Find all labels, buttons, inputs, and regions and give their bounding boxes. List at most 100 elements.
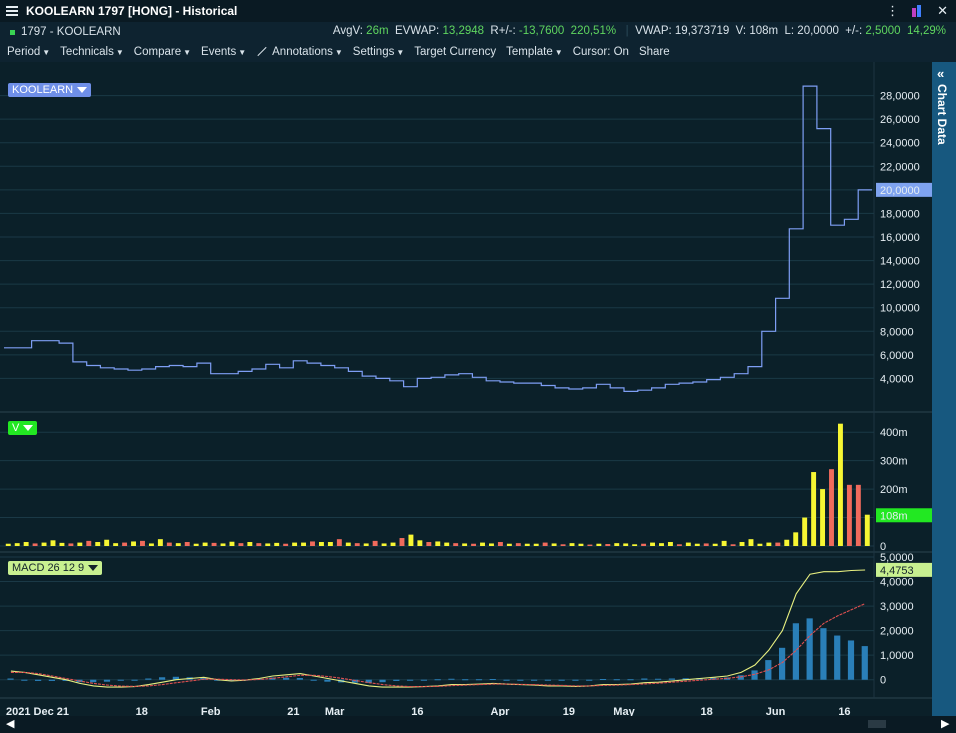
scroll-right-icon[interactable]: ▶ bbox=[941, 718, 950, 730]
more-icon[interactable]: ⋮ bbox=[886, 3, 900, 18]
last-volume-tag bbox=[876, 508, 932, 523]
macd-histogram-bar bbox=[682, 678, 689, 680]
macd-histogram-bar bbox=[531, 679, 538, 681]
pin-icon[interactable] bbox=[911, 4, 925, 18]
volume-bar bbox=[641, 543, 647, 546]
y-tick-label: 300m bbox=[880, 456, 908, 468]
volume-bar bbox=[202, 542, 208, 546]
volume-bar bbox=[390, 542, 396, 546]
last-label: L: bbox=[784, 25, 795, 37]
menu-technicals[interactable]: Technicals ▼ bbox=[60, 46, 124, 58]
volume-bar bbox=[802, 517, 808, 546]
volume-bar bbox=[569, 543, 575, 546]
volume-bar bbox=[381, 543, 387, 546]
y-tick-label: 0 bbox=[880, 675, 886, 687]
volume-bar bbox=[426, 542, 432, 546]
macd-histogram-bar bbox=[48, 679, 55, 681]
signal-line bbox=[10, 603, 866, 688]
macd-histogram-bar bbox=[737, 675, 744, 680]
menu-events[interactable]: Events ▼ bbox=[201, 46, 247, 58]
menu-settings[interactable]: Settings ▼ bbox=[352, 46, 405, 58]
menu-share[interactable]: Share bbox=[638, 46, 670, 58]
menu-annotations[interactable]: Annotations ▼ bbox=[256, 46, 343, 58]
volume-bar bbox=[524, 543, 530, 546]
volume-bar bbox=[113, 543, 119, 546]
volume-bar bbox=[632, 544, 638, 546]
menu-compare[interactable]: Compare ▼ bbox=[133, 46, 192, 58]
volume-legend-label: V bbox=[12, 422, 20, 434]
y-tick-label: 200m bbox=[880, 484, 908, 496]
quote-bar: 1797 - KOOLEARN AvgV: 26m EVWAP: 13,2948… bbox=[0, 22, 956, 42]
volume-bar bbox=[229, 541, 235, 546]
volume-bar bbox=[5, 543, 11, 546]
volume-bar bbox=[587, 544, 593, 546]
volume-bar bbox=[148, 543, 154, 546]
volume-bar bbox=[220, 543, 226, 546]
hamburger-icon[interactable] bbox=[6, 6, 20, 16]
x-axis-label: 16 bbox=[838, 706, 850, 716]
chart-area[interactable]: 4,0000 6,0000 8,0000 10,0000 12,0000 14,0000 1… bbox=[0, 62, 932, 718]
macd-histogram-bar bbox=[751, 670, 758, 680]
scroll-thumb[interactable] bbox=[868, 720, 886, 728]
scroll-left-icon[interactable]: ◀ bbox=[6, 718, 15, 730]
volume-bar bbox=[444, 542, 450, 546]
menu-period[interactable]: Period ▼ bbox=[7, 46, 51, 58]
close-icon[interactable]: ✕ bbox=[937, 3, 948, 18]
symbol-text: 1797 - KOOLEARN bbox=[21, 26, 121, 38]
macd-histogram-bar bbox=[462, 679, 469, 681]
macd-line bbox=[10, 569, 866, 688]
pencil-icon bbox=[257, 47, 267, 57]
macd-legend-chip[interactable]: MACD 26 12 9 bbox=[8, 561, 103, 575]
rpm-value: -13,7600 bbox=[518, 25, 565, 37]
y-tick-label: 5,0000 bbox=[880, 552, 914, 564]
macd-histogram-bar bbox=[351, 679, 359, 683]
macd-histogram-bar bbox=[145, 678, 152, 680]
last-value: 20,0000 bbox=[797, 25, 839, 37]
volume-bar bbox=[238, 543, 244, 546]
volume-bar bbox=[542, 542, 548, 546]
volume-bar bbox=[292, 542, 298, 546]
volume-bar bbox=[614, 543, 620, 546]
volume-legend-chip[interactable]: V bbox=[8, 421, 38, 435]
volume-bar bbox=[336, 539, 342, 546]
volume-bar bbox=[659, 543, 664, 546]
volume-label: V: bbox=[735, 25, 747, 37]
macd-histogram-bar bbox=[820, 628, 827, 680]
chart-data-panel[interactable]: « Chart Data bbox=[932, 62, 956, 716]
macd-histogram-bar bbox=[558, 679, 565, 681]
volume-bar bbox=[855, 484, 861, 546]
menu-template[interactable]: Template ▼ bbox=[506, 46, 563, 58]
y-tick-label: 10,0000 bbox=[880, 303, 920, 315]
volume-bar bbox=[157, 539, 163, 546]
volume-bar bbox=[211, 542, 217, 546]
volume-bar bbox=[95, 542, 101, 546]
volume-bar bbox=[578, 543, 584, 546]
macd-histogram-bar bbox=[503, 679, 510, 681]
chart-svg[interactable]: 4,0000 6,0000 8,0000 10,0000 12,0000 14,0000 1… bbox=[0, 62, 932, 718]
horizontal-scrollbar[interactable]: ◀ ▶ bbox=[0, 716, 956, 733]
macd-histogram-bar bbox=[792, 623, 799, 680]
volume-bar bbox=[864, 514, 870, 546]
volume-bar bbox=[354, 543, 360, 546]
menu-cursor[interactable]: Cursor: On bbox=[572, 46, 629, 58]
price-legend-chip[interactable]: KOOLEARN bbox=[8, 83, 92, 97]
menu-target-currency[interactable]: Target Currency bbox=[414, 46, 497, 58]
volume-bar bbox=[301, 542, 307, 546]
macd-histogram-bar bbox=[572, 679, 579, 681]
dropdown-icon bbox=[88, 565, 99, 571]
change-label: +/-: bbox=[845, 25, 863, 37]
dropdown-icon bbox=[23, 425, 34, 431]
volume-bar bbox=[310, 541, 315, 546]
chart-data-label: Chart Data bbox=[935, 84, 949, 145]
y-tick-label: 8,0000 bbox=[880, 326, 914, 338]
price-line bbox=[4, 85, 872, 392]
vwap-value: 19,373719 bbox=[674, 25, 730, 37]
volume-bar bbox=[685, 542, 691, 546]
volume-bar bbox=[184, 542, 190, 546]
y-tick-label: 3,0000 bbox=[880, 601, 914, 613]
volume-bar bbox=[265, 543, 271, 546]
double-chevron-left-icon[interactable]: « bbox=[937, 66, 945, 81]
volume-bar bbox=[77, 542, 83, 546]
volume-bar bbox=[766, 542, 772, 546]
macd-histogram-bar bbox=[517, 679, 524, 681]
